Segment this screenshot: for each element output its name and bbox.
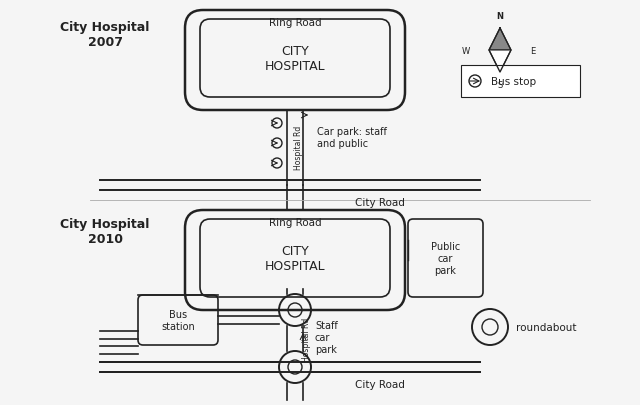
Text: roundabout: roundabout [516,322,577,332]
Text: CITY
HOSPITAL: CITY HOSPITAL [265,244,325,272]
Text: CITY
HOSPITAL: CITY HOSPITAL [265,45,325,73]
Text: W: W [461,47,470,55]
Polygon shape [489,51,511,73]
Text: Ring Road: Ring Road [269,18,321,28]
Text: Public
car
park: Public car park [431,242,460,275]
Text: City Hospital
2007: City Hospital 2007 [60,21,150,49]
Text: Staff
car
park: Staff car park [315,321,338,354]
Polygon shape [489,29,511,51]
Text: City Hospital
2010: City Hospital 2010 [60,217,150,245]
Text: E: E [530,47,535,55]
Text: City Road: City Road [355,379,405,389]
Text: S: S [497,81,502,90]
Text: Hospital Rd: Hospital Rd [294,126,303,170]
Text: Bus
station: Bus station [161,309,195,331]
FancyBboxPatch shape [461,66,580,98]
Text: Hospital Rd: Hospital Rd [303,317,312,361]
Text: Car park: staff
and public: Car park: staff and public [317,127,387,149]
Text: N: N [497,12,504,21]
Text: Ring Road: Ring Road [269,217,321,228]
Text: Bus stop: Bus stop [491,77,536,87]
Text: City Road: City Road [355,198,405,207]
